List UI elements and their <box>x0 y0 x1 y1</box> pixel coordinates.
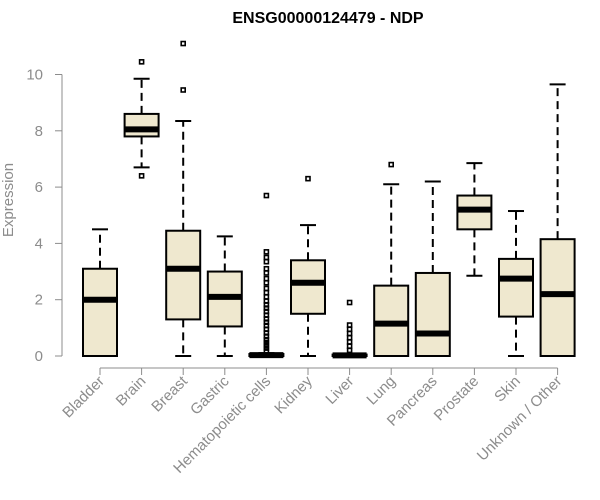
boxes-group <box>82 40 576 359</box>
outlier-point <box>346 322 353 328</box>
outlier-point <box>263 249 270 255</box>
x-tick-label: Lung <box>363 373 399 409</box>
x-tick-label: Prostate <box>431 373 483 425</box>
box-gastric <box>206 235 243 357</box>
outlier-point <box>263 345 270 351</box>
outlier-point <box>346 343 353 349</box>
outlier-point <box>346 299 353 306</box>
iqr-box <box>165 229 202 321</box>
y-tick-label: 8 <box>35 123 43 140</box>
y-tick-label: 4 <box>35 235 43 252</box>
iqr-box <box>82 267 118 357</box>
y-axis: 0 2 4 6 8 10 <box>26 67 63 365</box>
iqr-box <box>123 112 160 138</box>
outlier-point <box>305 175 311 182</box>
chart-title: ENSG00000124479 - NDP <box>232 10 424 27</box>
outlier-point <box>138 59 145 65</box>
outlier-point <box>263 258 270 265</box>
outlier-point <box>263 280 270 286</box>
x-tick-label: Skin <box>491 373 524 406</box>
iqr-box <box>498 257 534 318</box>
y-tick-label: 10 <box>26 67 43 84</box>
outlier-point <box>138 173 145 179</box>
outlier-point <box>263 270 270 276</box>
outlier-point <box>263 265 270 272</box>
x-tick-label: Breast <box>148 372 191 415</box>
outlier-point <box>263 254 270 261</box>
outlier-point <box>346 326 353 333</box>
iqr-box <box>539 238 576 358</box>
y-tick-label: 0 <box>35 348 43 365</box>
outlier-point <box>180 40 186 47</box>
outlier-point <box>346 334 353 341</box>
box-prostate <box>456 162 493 277</box>
outlier-point <box>263 289 270 296</box>
outlier-point <box>263 342 270 349</box>
outlier-point <box>346 330 353 337</box>
box-brain <box>123 59 160 179</box>
outlier-point <box>346 347 353 354</box>
box-skin <box>498 210 534 357</box>
box-hematopoietic-cells <box>248 192 285 359</box>
box-bladder <box>82 228 118 357</box>
outlier-point <box>263 275 270 282</box>
iqr-box <box>414 271 451 357</box>
outlier-point <box>263 192 270 199</box>
y-tick-label: 6 <box>35 179 43 196</box>
x-tick-label: Kidney <box>271 372 316 417</box>
outlier-point <box>346 339 353 345</box>
x-tick-label: Liver <box>322 373 357 408</box>
outlier-point <box>263 298 270 304</box>
outlier-point <box>263 348 270 354</box>
outlier-point <box>180 87 186 93</box>
outlier-point <box>263 285 270 292</box>
x-tick-label: Brain <box>113 373 150 410</box>
box-kidney <box>290 175 326 357</box>
box-unknown-other <box>539 83 576 358</box>
outlier-point <box>388 161 395 168</box>
box-lung <box>373 161 410 357</box>
y-tick-label: 2 <box>35 292 43 309</box>
y-axis-label: Expression <box>0 163 17 237</box>
box-pancreas <box>414 180 451 357</box>
outlier-point <box>263 339 270 346</box>
box-breast <box>165 40 202 357</box>
x-tick-label: Bladder <box>59 373 108 422</box>
box-liver <box>331 299 368 359</box>
outlier-point <box>263 294 270 300</box>
iqr-box <box>290 259 326 315</box>
